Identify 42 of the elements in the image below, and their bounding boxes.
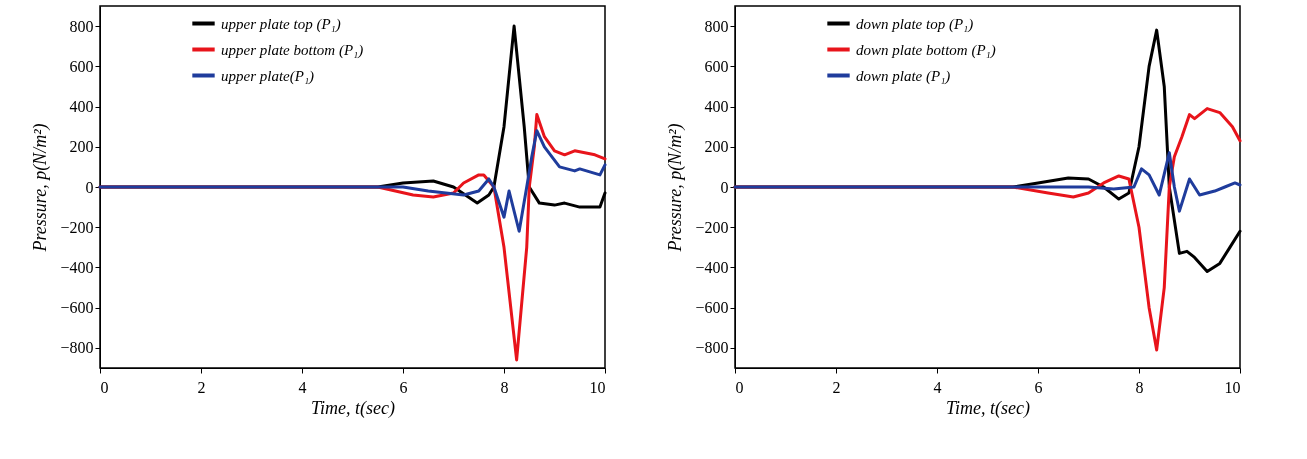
x-tick-label: 2 — [832, 378, 841, 396]
x-tick-label: 10 — [589, 378, 606, 396]
x-tick-label: 6 — [1034, 378, 1043, 396]
y-tick-label: 400 — [69, 98, 94, 116]
x-axis-title: Time, t(sec) — [946, 397, 1030, 419]
legend-label: down plate bottom (P₁) — [856, 41, 996, 59]
x-tick-label: 0 — [100, 378, 109, 396]
x-tick-label: 8 — [500, 378, 509, 396]
x-tick-label: 8 — [1135, 378, 1144, 396]
y-tick-label: 800 — [704, 17, 729, 35]
y-tick-label: 600 — [704, 57, 729, 75]
line-series — [98, 129, 607, 233]
y-axis-title: Pressure, p(N/m²) — [665, 123, 687, 253]
legend-label: upper plate top (P₁) — [221, 15, 341, 33]
y-tick-label: 400 — [704, 98, 729, 116]
y-tick-label: −400 — [695, 258, 729, 276]
x-tick-label: 6 — [399, 378, 408, 396]
x-tick-label: 2 — [197, 378, 206, 396]
y-tick-label: −400 — [60, 258, 94, 276]
y-tick-label: −600 — [60, 299, 94, 317]
x-axis-title: Time, t(sec) — [311, 397, 395, 419]
y-tick-label: 0 — [85, 178, 94, 196]
y-axis-title: Pressure, p(N/m²) — [30, 123, 52, 253]
legend-label: down plate (P₁) — [856, 67, 951, 85]
x-tick-label: 4 — [933, 378, 942, 396]
y-tick-label: 0 — [720, 178, 729, 196]
y-tick-label: −200 — [60, 218, 94, 236]
legend-label: down plate top (P₁) — [856, 15, 974, 33]
y-tick-label: −800 — [60, 339, 94, 357]
y-tick-label: −600 — [695, 299, 729, 317]
y-tick-label: −200 — [695, 218, 729, 236]
legend-label: upper plate(P₁) — [221, 67, 315, 85]
y-tick-label: 800 — [69, 17, 94, 35]
y-tick-label: −800 — [695, 339, 729, 357]
x-tick-label: 4 — [298, 378, 307, 396]
y-tick-label: 200 — [69, 138, 94, 156]
line-series — [733, 151, 1242, 213]
y-tick-label: 200 — [704, 138, 729, 156]
x-tick-label: 10 — [1224, 378, 1241, 396]
x-tick-label: 0 — [735, 378, 744, 396]
legend-label: upper plate bottom (P₁) — [221, 41, 364, 59]
y-tick-label: 600 — [69, 57, 94, 75]
